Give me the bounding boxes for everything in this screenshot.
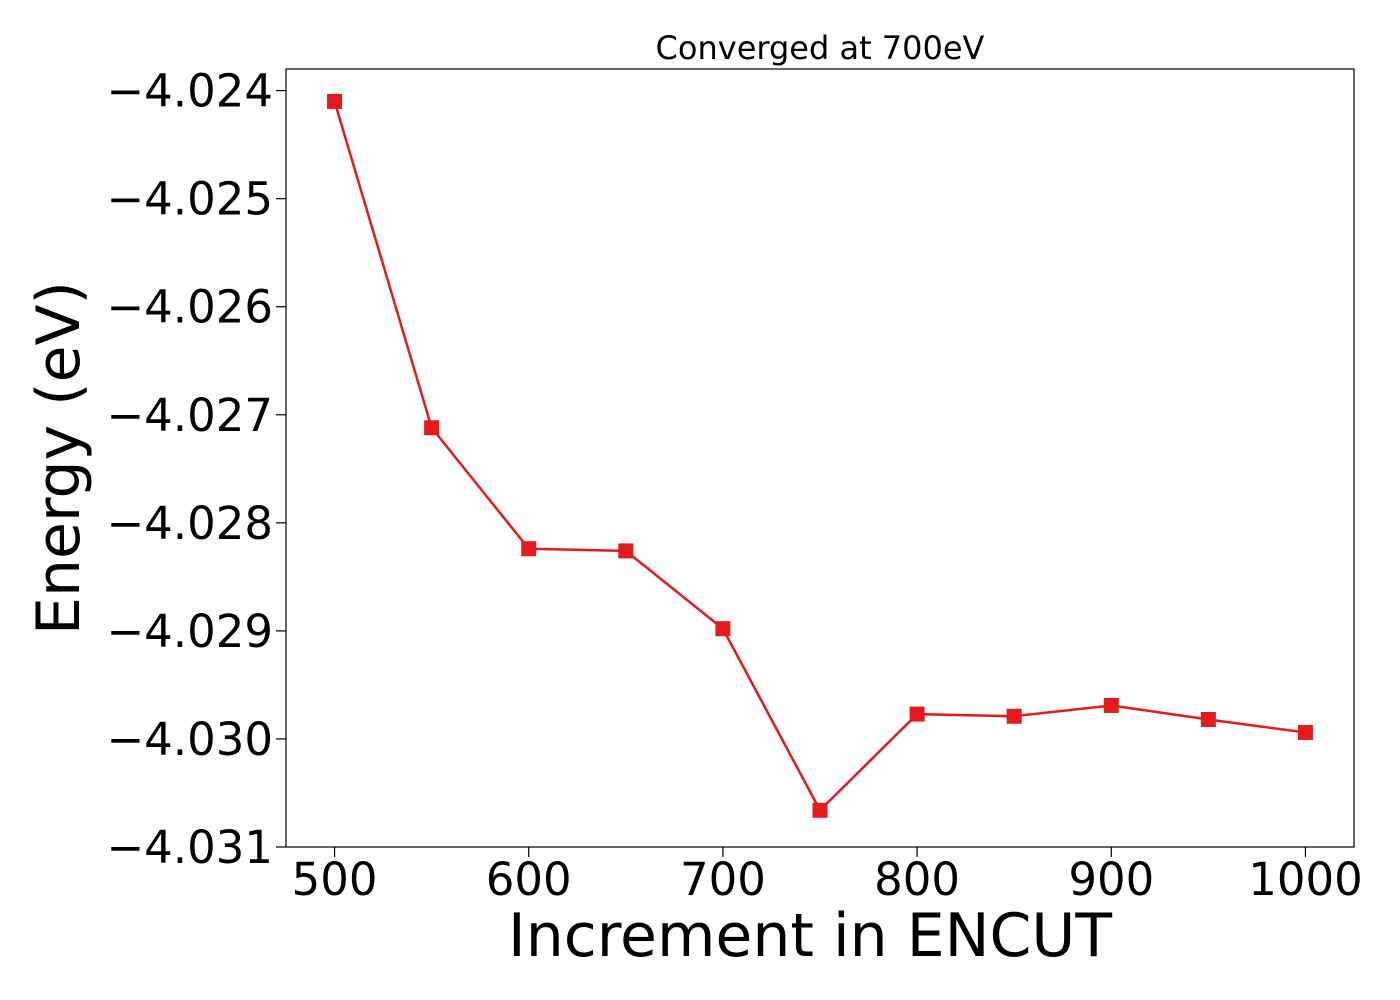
y-tick-label: −4.028 bbox=[106, 497, 273, 550]
y-tick-label: −4.025 bbox=[106, 173, 273, 226]
data-point-marker bbox=[1200, 711, 1216, 727]
chart-title: Converged at 700eV bbox=[656, 29, 985, 67]
x-tick-label: 500 bbox=[292, 853, 378, 906]
x-tick-label: 600 bbox=[486, 853, 572, 906]
x-tick-label: 1000 bbox=[1248, 853, 1363, 906]
y-axis-ticks: −4.024 −4.025 −4.026 −4.027 −4.028 −4.029 −4.0… bbox=[106, 65, 286, 874]
data-point-marker bbox=[909, 706, 925, 722]
y-tick-label: −4.031 bbox=[106, 821, 273, 874]
data-point-marker bbox=[1103, 697, 1119, 713]
data-point-marker bbox=[327, 93, 343, 109]
y-tick-label: −4.029 bbox=[106, 605, 273, 658]
data-point-marker bbox=[521, 541, 537, 557]
data-point-marker bbox=[1297, 724, 1313, 740]
x-axis-label: Increment in ENCUT bbox=[508, 901, 1112, 971]
x-axis-ticks: 500 600 700 800 900 1000 bbox=[292, 847, 1363, 906]
plot-area-frame bbox=[285, 68, 1355, 848]
y-tick-label: −4.027 bbox=[106, 389, 273, 442]
x-tick-label: 700 bbox=[680, 853, 766, 906]
x-tick-label: 900 bbox=[1068, 853, 1154, 906]
data-point-marker bbox=[1006, 708, 1022, 724]
data-point-marker bbox=[812, 802, 828, 818]
y-tick-label: −4.024 bbox=[106, 65, 273, 118]
y-axis-label: Energy (eV) bbox=[24, 281, 94, 635]
y-tick-label: −4.030 bbox=[106, 713, 273, 766]
data-point-marker bbox=[618, 543, 634, 559]
y-tick-label: −4.026 bbox=[106, 281, 273, 334]
series-group bbox=[327, 93, 1313, 818]
data-point-marker bbox=[715, 621, 731, 637]
data-point-marker bbox=[424, 420, 440, 436]
x-tick-label: 800 bbox=[874, 853, 960, 906]
